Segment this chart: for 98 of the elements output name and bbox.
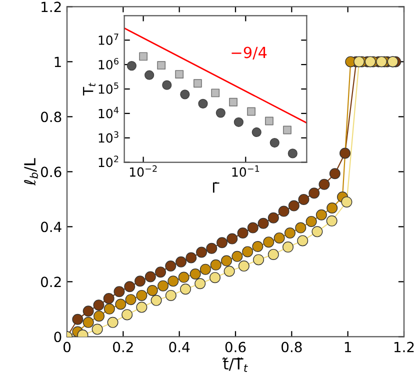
point bbox=[268, 248, 279, 260]
point bbox=[284, 228, 296, 239]
point bbox=[165, 260, 176, 272]
point bbox=[107, 316, 118, 328]
point bbox=[226, 233, 238, 244]
point bbox=[180, 284, 192, 295]
point bbox=[124, 281, 136, 292]
point bbox=[224, 266, 235, 277]
point bbox=[82, 306, 94, 317]
point bbox=[252, 241, 264, 252]
y-tick-label: 10$^{6}$ bbox=[98, 58, 118, 70]
point bbox=[354, 56, 365, 68]
point bbox=[82, 316, 94, 328]
point bbox=[274, 232, 285, 244]
annotation: −9/4 bbox=[232, 46, 267, 60]
x-axis-title: Γ̇ bbox=[212, 182, 220, 193]
point bbox=[104, 303, 115, 314]
x-tick-label: 1.2 bbox=[394, 342, 414, 352]
y-axis-title: ℓ$_{b}$/L bbox=[24, 158, 38, 186]
point bbox=[210, 272, 220, 284]
y-tick-label: 10$^{5}$ bbox=[98, 82, 118, 94]
y-tick-label: 0.8 bbox=[40, 112, 62, 122]
point bbox=[326, 202, 338, 214]
y-tick-label: 10$^{2}$ bbox=[98, 156, 118, 168]
point bbox=[194, 278, 206, 290]
point bbox=[278, 206, 290, 217]
x-tick-label: 0.2 bbox=[113, 342, 133, 352]
point bbox=[297, 235, 308, 246]
y-axis-title: T$_{t}$ bbox=[83, 82, 96, 96]
point bbox=[221, 255, 232, 266]
x-tick-label: 0.8 bbox=[282, 342, 302, 352]
y-tick-label: 10$^{7}$ bbox=[98, 34, 118, 45]
point bbox=[206, 242, 218, 254]
y-tick-label: 0.2 bbox=[40, 276, 61, 288]
x-tick-label: 0 bbox=[63, 342, 70, 352]
point bbox=[282, 242, 294, 253]
point bbox=[242, 246, 254, 258]
y-tick-label: 0 bbox=[54, 332, 62, 342]
point bbox=[115, 298, 126, 310]
point bbox=[238, 260, 250, 272]
x-axis-title: t̃/T̃$_{t}$ bbox=[222, 357, 248, 372]
point bbox=[263, 236, 274, 248]
point bbox=[329, 168, 340, 180]
point bbox=[122, 309, 133, 320]
x-tick-label: 0.4 bbox=[169, 342, 190, 352]
point bbox=[186, 252, 197, 264]
x-tick-label: 10$^{−2}$ bbox=[130, 165, 157, 177]
point bbox=[196, 246, 208, 258]
point bbox=[176, 256, 187, 268]
point bbox=[155, 266, 166, 278]
point bbox=[178, 272, 190, 283]
point bbox=[237, 228, 248, 239]
point bbox=[136, 302, 148, 313]
x-tick-label: 10$^{−1}$ bbox=[232, 165, 260, 177]
point bbox=[92, 324, 103, 335]
point bbox=[136, 290, 148, 301]
point bbox=[190, 268, 201, 280]
point bbox=[364, 56, 376, 68]
y-tick-label: 1.2 bbox=[42, 2, 61, 12]
point bbox=[72, 314, 84, 325]
point bbox=[150, 294, 162, 306]
y-tick-label: 10$^{4}$ bbox=[98, 106, 119, 118]
y-tick-label: 0.4 bbox=[40, 222, 62, 232]
point bbox=[295, 222, 306, 234]
point bbox=[114, 286, 125, 298]
y-tick-label: 10$^{3}$ bbox=[98, 131, 118, 143]
point bbox=[340, 148, 351, 159]
point bbox=[318, 178, 330, 190]
x-tick-label: 1 bbox=[344, 342, 351, 352]
point bbox=[247, 222, 258, 234]
point bbox=[326, 215, 338, 226]
point bbox=[312, 226, 323, 238]
point bbox=[341, 196, 352, 208]
point bbox=[158, 280, 169, 292]
point bbox=[144, 271, 156, 282]
point bbox=[93, 300, 104, 311]
point bbox=[258, 218, 269, 229]
point bbox=[232, 250, 243, 262]
point bbox=[125, 294, 136, 306]
point bbox=[298, 194, 310, 205]
y-tick-label: 1 bbox=[54, 56, 61, 67]
point bbox=[103, 292, 114, 304]
point bbox=[308, 188, 320, 199]
point bbox=[134, 276, 146, 287]
point bbox=[306, 216, 317, 227]
point bbox=[216, 237, 228, 248]
point bbox=[210, 259, 222, 270]
point bbox=[376, 56, 388, 68]
x-tick-label: 0.6 bbox=[225, 342, 246, 352]
point bbox=[146, 285, 158, 296]
point bbox=[316, 209, 327, 220]
point bbox=[94, 310, 105, 322]
point bbox=[288, 200, 300, 212]
point bbox=[168, 276, 179, 287]
point bbox=[200, 264, 211, 275]
point bbox=[165, 290, 176, 301]
point bbox=[253, 254, 264, 266]
point bbox=[268, 212, 279, 224]
